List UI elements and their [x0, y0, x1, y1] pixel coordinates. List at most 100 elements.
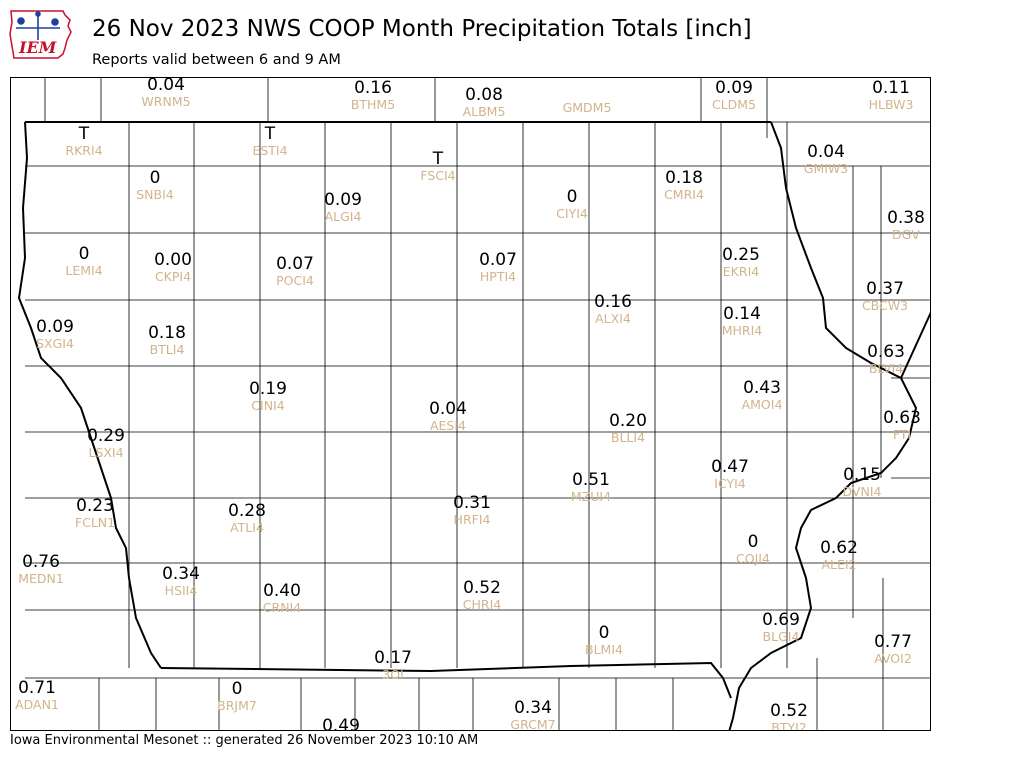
- precip-value: 0.52: [463, 578, 501, 598]
- precip-value: 0.34: [514, 698, 552, 718]
- station-blvi4: 0.63 BLVI4: [867, 344, 905, 376]
- page-title: 26 Nov 2023 NWS COOP Month Precipitation…: [92, 16, 752, 42]
- station-id-label: ALGI4: [324, 209, 362, 224]
- precip-value: 0.71: [18, 678, 56, 698]
- precip-value: 0.18: [665, 168, 703, 188]
- station-mzui4: 0.51 MZUI4: [571, 472, 611, 504]
- precip-value: 0.51: [572, 470, 610, 490]
- precip-value: 0.37: [866, 279, 904, 299]
- station-brjm7: 0 BRJM7: [217, 681, 257, 713]
- precip-value: 0: [598, 623, 610, 643]
- station-chri4: 0.52 CHRI4: [463, 580, 501, 612]
- precip-value: 0.14: [723, 304, 761, 324]
- station-bthm5: 0.16 BTHM5: [351, 80, 395, 112]
- precip-value: [563, 83, 612, 100]
- station-gmiw3: 0.04 GMIW3: [804, 144, 848, 176]
- station-medn1: 0.76 MEDN1: [18, 554, 64, 586]
- station-id-label: CBCW3: [861, 298, 909, 313]
- station-id-label: BLMI4: [585, 642, 623, 657]
- precip-value: 0.09: [324, 190, 362, 210]
- precip-value: T: [78, 124, 90, 144]
- precip-value: 0.28: [228, 501, 266, 521]
- station-id-label: MZUI4: [570, 489, 612, 504]
- station-id-label: EKRI4: [722, 264, 760, 279]
- station-id-label: HRFI4: [453, 512, 491, 527]
- station-dgv: 0.38 DGV: [887, 210, 925, 242]
- station-cmri4: 0.18 CMRI4: [664, 170, 704, 202]
- station-alei2: 0.62 ALEI2: [820, 540, 858, 572]
- station-id-label: LSXI4: [88, 445, 124, 460]
- station-id-label: LEMI4: [65, 263, 103, 278]
- precip-value: 0.62: [820, 538, 858, 558]
- station-id-label: CKPI4: [154, 269, 192, 284]
- station-id-label: AMOI4: [741, 397, 783, 412]
- station-3oi: 0.17 3OI: [374, 650, 412, 682]
- station-blli4: 0.20 BLLI4: [609, 413, 647, 445]
- station-snbi4: 0 SNBI4: [136, 170, 174, 202]
- station-id-label: ALBM5: [462, 104, 506, 119]
- station-coji4: 0 COJI4: [736, 534, 770, 566]
- station-avoi2: 0.77 AVOI2: [874, 634, 912, 666]
- page-subtitle: Reports valid between 6 and 9 AM: [92, 52, 341, 68]
- station-id-label: AVOI2: [874, 651, 912, 666]
- station-id-label: RKRI4: [65, 143, 103, 158]
- station-id-label: CHRI4: [462, 597, 502, 612]
- station-id-label: COJI4: [736, 551, 770, 566]
- station-id-label: SXGI4: [36, 336, 74, 351]
- precip-value: 0.63: [883, 408, 921, 428]
- precip-value: T: [264, 124, 276, 144]
- precip-value: 0.40: [263, 581, 301, 601]
- station-cbcw3: 0.37 CBCW3: [862, 281, 908, 313]
- station-adan1: 0.71 ADAN1: [15, 680, 59, 712]
- station-id-label: HLBW3: [868, 97, 914, 112]
- iem-logo: IEM: [9, 10, 72, 59]
- station-fsci4: T FSCI4: [420, 151, 455, 183]
- station-wrnm5: 0.04 WRNM5: [141, 77, 190, 109]
- precip-value: 0.31: [453, 493, 491, 513]
- precip-value: 0.04: [429, 399, 467, 419]
- station-id-label: MEDN1: [18, 571, 64, 586]
- station-id-label: MHRI4: [721, 323, 763, 338]
- station-ekri4: 0.25 EKRI4: [722, 247, 760, 279]
- station-sxgi4: 0.09 SXGI4: [36, 319, 74, 351]
- station-id-label: FTI: [892, 427, 912, 442]
- station-btli4: 0.18 BTLI4: [148, 325, 186, 357]
- station-blmi4: 0 BLMI4: [585, 625, 623, 657]
- station-unlabeled: 0.49: [322, 718, 360, 731]
- station-id-label: HSII4: [164, 583, 198, 598]
- precip-value: 0.17: [374, 648, 412, 668]
- station-id-label: CMRI4: [664, 187, 704, 202]
- station-id-label: CLDM5: [711, 97, 757, 112]
- station-fti: 0.63 FTI: [883, 410, 921, 442]
- station-id-label: ESTI4: [252, 143, 288, 158]
- station-amoi4: 0.43 AMOI4: [742, 380, 783, 412]
- precip-value: 0.18: [148, 323, 186, 343]
- station-id-label: FCLN1: [74, 515, 116, 530]
- station-blgi4: 0.69 BLGI4: [762, 612, 800, 644]
- station-icyi4: 0.47 ICYI4: [711, 459, 749, 491]
- station-mhri4: 0.14 MHRI4: [722, 306, 763, 338]
- weather-station-icon: [16, 11, 60, 40]
- precip-value: 0.04: [147, 77, 185, 95]
- county-boundaries: [25, 78, 930, 730]
- precip-value: 0.63: [867, 342, 905, 362]
- precip-value: 0.04: [807, 142, 845, 162]
- station-id-label: BLVI4: [868, 361, 904, 376]
- precip-value: 0.19: [249, 379, 287, 399]
- station-id-label: DVNI4: [842, 484, 882, 499]
- precip-value: T: [432, 149, 444, 169]
- station-ckpi4: 0.00 CKPI4: [154, 252, 192, 284]
- station-id-label: CRNI4: [262, 600, 302, 615]
- station-gmdm5: GMDM5: [563, 83, 612, 115]
- precip-value: 0.11: [872, 78, 910, 98]
- station-hrfi4: 0.31 HRFI4: [453, 495, 491, 527]
- station-id-label: BTYI2: [771, 720, 807, 731]
- station-hsii4: 0.34 HSII4: [162, 566, 200, 598]
- station-hlbw3: 0.11 HLBW3: [869, 80, 914, 112]
- precip-value: 0.07: [276, 254, 314, 274]
- station-id-label: BLLI4: [610, 430, 646, 445]
- station-lemi4: 0 LEMI4: [65, 246, 102, 278]
- station-esti4: T ESTI4: [252, 126, 287, 158]
- station-albm5: 0.08 ALBM5: [463, 87, 506, 119]
- precip-value: 0.69: [762, 610, 800, 630]
